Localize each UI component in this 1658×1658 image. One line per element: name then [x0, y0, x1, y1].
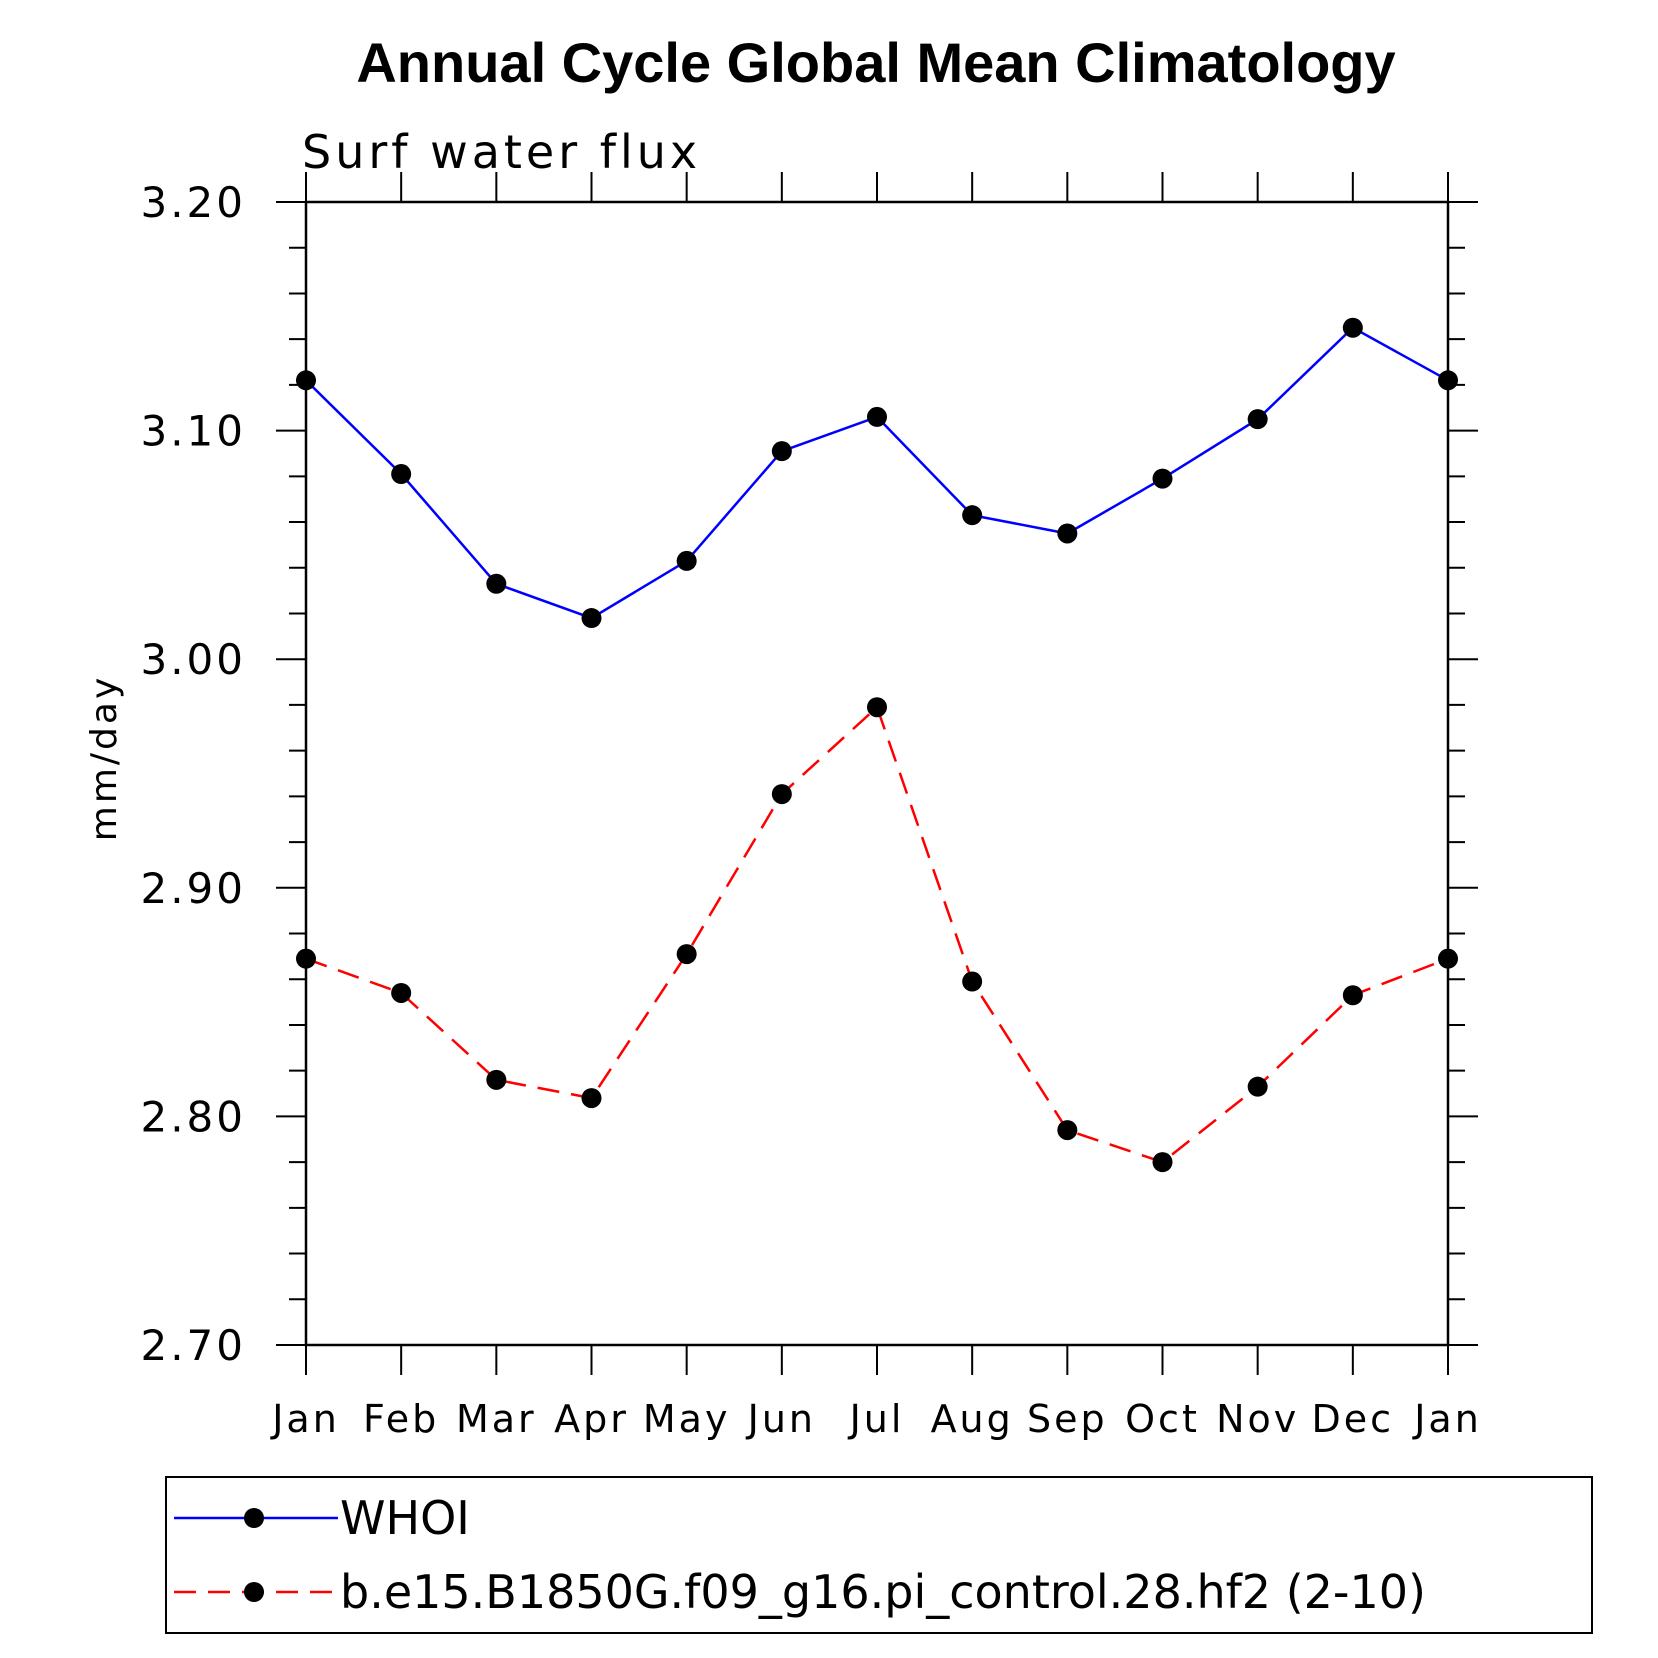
data-point-series-0	[771, 441, 792, 462]
data-point-series-0	[1057, 523, 1078, 544]
y-tick-label: 2.70	[140, 1321, 246, 1370]
x-tick-label: Mar	[456, 1397, 537, 1441]
series-line-1	[305, 704, 1449, 1164]
legend-marker-whoi	[244, 1508, 264, 1528]
data-point-series-1	[581, 1088, 602, 1109]
x-tick-label: Jan	[1412, 1397, 1482, 1441]
data-point-series-0	[1247, 409, 1268, 430]
series-layer	[296, 317, 1458, 1173]
data-point-series-0	[1342, 317, 1363, 338]
data-point-series-0	[581, 608, 602, 629]
data-point-series-0	[486, 573, 507, 594]
x-tick-label: Apr	[554, 1397, 629, 1441]
legend-label-whoi: WHOI	[340, 1491, 470, 1545]
y-axis-label: mm/day	[84, 675, 125, 841]
y-tick-label: 3.00	[140, 635, 246, 684]
x-tick-label: Nov	[1216, 1397, 1299, 1441]
plot-frame	[304, 200, 1450, 1347]
y-tick-label: 3.20	[140, 178, 246, 227]
x-tick-labels: Jan Feb Mar Apr May Jun Jul Aug Sep Oct Nov Dec Jan	[270, 1397, 1482, 1441]
data-point-series-0	[676, 550, 697, 571]
x-tick-label: Aug	[931, 1397, 1014, 1441]
data-point-series-1	[771, 784, 792, 805]
legend-box	[165, 1476, 1593, 1634]
x-tick-label: Oct	[1125, 1397, 1200, 1441]
x-tick-label: Jan	[270, 1397, 340, 1441]
legend-label-model: b.e15.B1850G.f09_g16.pi_control.28.hf2 (…	[340, 1565, 1426, 1619]
x-tick-label: Feb	[363, 1397, 439, 1441]
y-tick-label: 3.10	[140, 407, 246, 456]
data-point-series-1	[296, 948, 316, 969]
data-point-series-1	[1057, 1120, 1078, 1141]
plot-axes	[276, 172, 1478, 1375]
x-tick-label: May	[643, 1397, 731, 1441]
x-tick-label: Jun	[746, 1397, 816, 1441]
legend: WHOI b.e15.B1850G.f09_g16.pi_control.28.…	[165, 1476, 1593, 1634]
data-point-series-1	[486, 1069, 507, 1090]
x-tick-label: Jul	[848, 1397, 905, 1441]
data-point-series-0	[1152, 468, 1173, 489]
data-point-series-1	[1438, 948, 1458, 969]
y-tick-label: 2.80	[140, 1092, 246, 1141]
series-line-0	[305, 326, 1449, 620]
legend-marker-model	[244, 1582, 264, 1602]
data-point-series-1	[1152, 1152, 1173, 1173]
data-point-series-0	[867, 406, 887, 427]
chart-title: Annual Cycle Global Mean Climatology	[356, 31, 1395, 94]
chart-subtitle: Surf water flux	[302, 125, 701, 179]
y-tick-label: 2.90	[140, 864, 246, 913]
data-point-series-0	[391, 464, 412, 485]
x-tick-label: Sep	[1027, 1397, 1108, 1441]
data-point-series-1	[1247, 1076, 1268, 1097]
data-point-series-1	[391, 982, 412, 1003]
data-point-series-0	[962, 505, 983, 526]
data-point-series-1	[962, 971, 983, 992]
data-point-series-0	[1438, 370, 1458, 391]
data-point-series-1	[867, 697, 887, 718]
data-point-series-1	[676, 944, 697, 965]
data-point-series-1	[1342, 985, 1363, 1006]
x-tick-label: Dec	[1312, 1397, 1395, 1441]
y-tick-labels: 2.70 2.80 2.90 3.00 3.10 3.20	[140, 178, 246, 1370]
data-point-series-0	[296, 370, 316, 391]
